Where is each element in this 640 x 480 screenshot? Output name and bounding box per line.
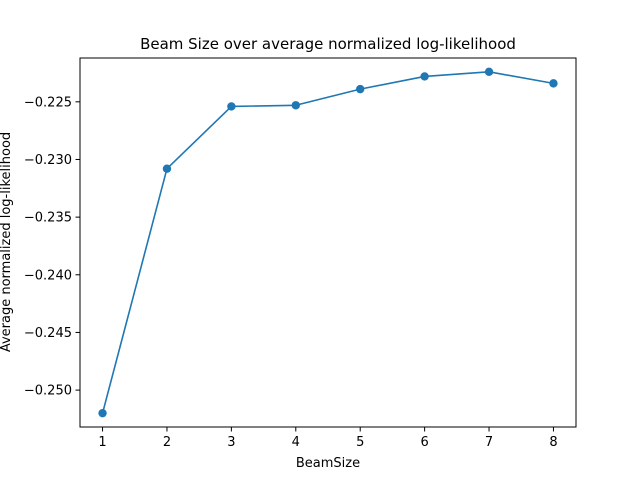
data-point-1	[98, 408, 107, 418]
data-point-6	[420, 72, 429, 81]
y-axis-label: Average normalized log-likelihood	[0, 132, 14, 352]
y-tick-label-2: −0.240	[24, 268, 72, 283]
data-point-3	[227, 102, 236, 111]
data-point-5	[356, 84, 365, 94]
x-tick-label-2: 2	[163, 435, 171, 450]
plot-frame	[79, 57, 577, 428]
data-point-8	[549, 79, 558, 88]
data-point-7	[484, 67, 494, 77]
x-tick-label-8: 8	[549, 435, 557, 450]
chart-title: Beam Size over average normalized log-li…	[140, 35, 516, 53]
y-tick-label-4: −0.230	[24, 153, 72, 168]
plot-layer	[98, 67, 558, 418]
x-axis: 1 2 3 4 5 6 7 8	[98, 427, 558, 450]
x-tick-label-6: 6	[420, 435, 428, 450]
y-tick-label-3: −0.235	[24, 211, 72, 226]
data-point-2	[162, 164, 172, 173]
x-axis-label: BeamSize	[296, 456, 360, 471]
data-point-4	[291, 101, 300, 110]
y-tick-label-5: −0.225	[24, 95, 72, 110]
x-tick-label-4: 4	[292, 435, 300, 450]
y-tick-label-1: −0.245	[24, 326, 72, 341]
series-line	[101, 71, 554, 414]
x-tick-label-5: 5	[356, 435, 364, 450]
x-tick-label-7: 7	[485, 435, 493, 450]
y-axis: −0.250 −0.245 −0.240 −0.235 −0.230 −0.225	[24, 95, 80, 399]
y-tick-label-0: −0.250	[24, 384, 72, 399]
x-tick-label-1: 1	[98, 435, 106, 450]
x-tick-label-3: 3	[227, 435, 235, 450]
